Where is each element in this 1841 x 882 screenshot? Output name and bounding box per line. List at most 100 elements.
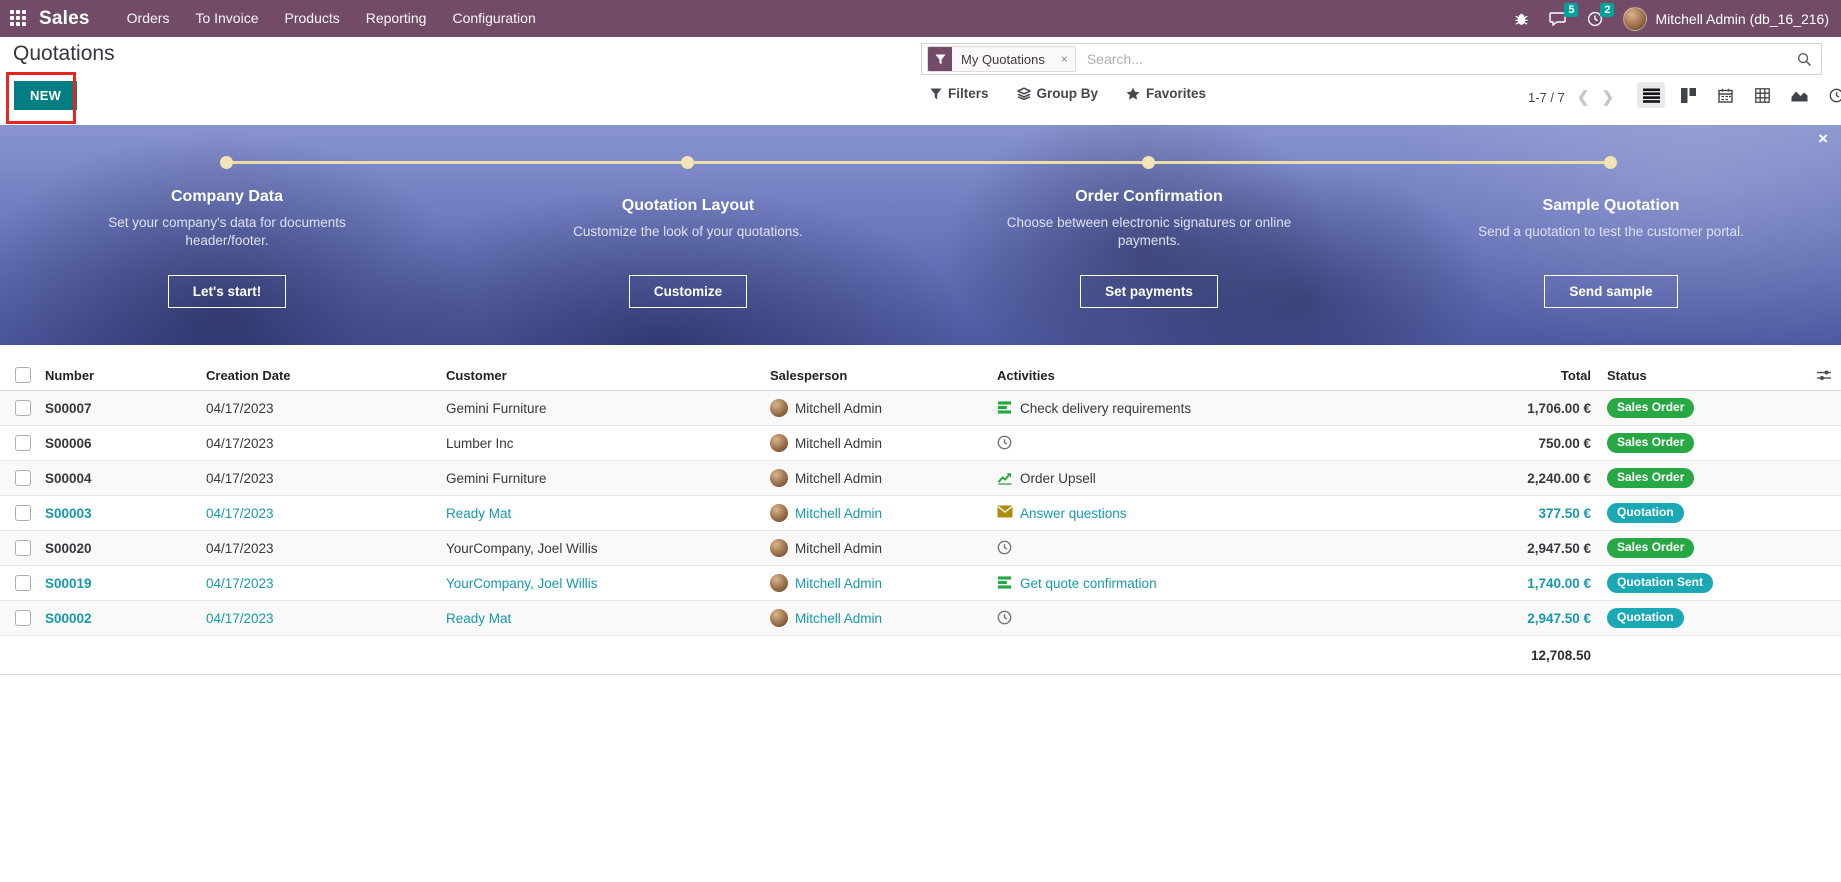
search-bar[interactable]: My Quotations × Search... xyxy=(921,43,1822,75)
messages-count-badge: 5 xyxy=(1564,2,1579,17)
apps-menu-icon[interactable] xyxy=(10,9,28,28)
cell-total: 2,947.50 € xyxy=(1527,610,1591,626)
cell-activities[interactable] xyxy=(997,540,1441,556)
banner-close-icon[interactable]: × xyxy=(1818,129,1828,148)
row-checkbox[interactable] xyxy=(14,575,31,591)
clock-activity-icon[interactable] xyxy=(997,435,1013,451)
table-row[interactable]: S00020 04/17/2023 YourCompany, Joel Will… xyxy=(0,531,1841,566)
pager-previous-icon[interactable]: ❮ xyxy=(1576,89,1590,106)
search-facet: My Quotations × xyxy=(927,46,1076,72)
cell-activities[interactable]: Order Upsell xyxy=(997,470,1441,486)
download-icon[interactable] xyxy=(58,86,73,101)
nav-item-products[interactable]: Products xyxy=(284,10,340,26)
control-panel: Quotations NEW My Quotations × Search...… xyxy=(0,37,1841,125)
row-checkbox[interactable] xyxy=(14,540,31,556)
step-action-button[interactable]: Customize xyxy=(628,275,748,308)
table-row[interactable]: S00007 04/17/2023 Gemini Furniture Mitch… xyxy=(0,391,1841,426)
timeline-dot xyxy=(1604,156,1617,169)
view-list-icon[interactable] xyxy=(1637,82,1665,108)
search-input[interactable]: Search... xyxy=(1086,51,1143,67)
row-checkbox[interactable] xyxy=(14,435,31,451)
page-title: Quotations xyxy=(13,42,115,65)
optional-columns-icon[interactable] xyxy=(1807,369,1841,382)
activities-count-badge: 2 xyxy=(1600,2,1615,17)
salesperson-avatar xyxy=(770,469,788,487)
table-row[interactable]: S00003 04/17/2023 Ready Mat Mitchell Adm… xyxy=(0,496,1841,531)
activities-clock-icon[interactable]: 2 xyxy=(1587,2,1615,27)
salesperson-avatar xyxy=(770,504,788,522)
cell-total: 377.50 € xyxy=(1538,505,1591,521)
status-badge: Quotation xyxy=(1607,503,1684,523)
cell-activities[interactable] xyxy=(997,435,1441,451)
view-pivot-icon[interactable] xyxy=(1748,82,1776,108)
cell-activities[interactable]: Get quote confirmation xyxy=(997,575,1441,591)
cell-number: S00007 xyxy=(45,400,92,416)
clock-activity-icon[interactable] xyxy=(997,610,1013,626)
cell-activities[interactable]: Answer questions xyxy=(997,505,1441,521)
table-header: Number Creation Date Customer Salesperso… xyxy=(0,360,1841,391)
cell-number: S00020 xyxy=(45,540,92,556)
group-by-button[interactable]: Group By xyxy=(1016,86,1098,101)
new-button[interactable]: NEW xyxy=(14,81,78,110)
facet-remove-icon[interactable]: × xyxy=(1053,47,1075,71)
step-action-button[interactable]: Set payments xyxy=(1080,275,1218,308)
user-menu[interactable]: Mitchell Admin (db_16_216) xyxy=(1623,6,1829,31)
row-checkbox[interactable] xyxy=(14,470,31,486)
header-number[interactable]: Number xyxy=(45,367,95,383)
row-checkbox[interactable] xyxy=(14,610,31,626)
clock-activity-icon[interactable] xyxy=(997,540,1013,556)
search-icon[interactable] xyxy=(1797,52,1812,67)
cell-total: 750.00 € xyxy=(1538,435,1591,451)
cell-creation-date: 04/17/2023 xyxy=(206,540,274,556)
app-name[interactable]: Sales xyxy=(39,7,90,29)
view-activity-icon[interactable] xyxy=(1822,82,1841,108)
row-checkbox[interactable] xyxy=(14,505,31,521)
view-graph-icon[interactable] xyxy=(1785,82,1813,108)
cell-activities[interactable] xyxy=(997,610,1441,626)
status-badge: Sales Order xyxy=(1607,398,1695,418)
cell-creation-date: 04/17/2023 xyxy=(206,610,274,626)
table-row[interactable]: S00002 04/17/2023 Ready Mat Mitchell Adm… xyxy=(0,601,1841,636)
nav-item-orders[interactable]: Orders xyxy=(126,10,170,26)
table-row[interactable]: S00006 04/17/2023 Lumber Inc Mitchell Ad… xyxy=(0,426,1841,461)
step-action-button[interactable]: Send sample xyxy=(1544,275,1678,308)
step-description: Customize the look of your quotations. xyxy=(573,224,803,240)
table-row[interactable]: S00004 04/17/2023 Gemini Furniture Mitch… xyxy=(0,461,1841,496)
nav-item-to-invoice[interactable]: To Invoice xyxy=(195,10,259,26)
messages-icon[interactable]: 5 xyxy=(1549,2,1579,27)
debug-bug-icon[interactable] xyxy=(1514,11,1529,26)
header-activities[interactable]: Activities xyxy=(997,367,1055,383)
pager-next-icon[interactable]: ❯ xyxy=(1601,89,1615,106)
view-calendar-icon[interactable] xyxy=(1711,82,1739,108)
step-action-button[interactable]: Let's start! xyxy=(167,275,287,308)
pager-range: 1-7 / 7 xyxy=(1528,89,1565,105)
table-row[interactable]: S00019 04/17/2023 YourCompany, Joel Will… xyxy=(0,566,1841,601)
step-title: Sample Quotation xyxy=(1542,197,1680,215)
favorites-button[interactable]: Favorites xyxy=(1126,86,1206,101)
header-salesperson[interactable]: Salesperson xyxy=(770,367,848,383)
header-creation-date[interactable]: Creation Date xyxy=(206,367,291,383)
nav-item-reporting[interactable]: Reporting xyxy=(365,10,427,26)
onboarding-step: Order Confirmation Choose between electr… xyxy=(969,177,1329,308)
filters-button[interactable]: Filters xyxy=(930,86,989,101)
cell-creation-date: 04/17/2023 xyxy=(206,505,274,521)
task-list-activity-icon[interactable] xyxy=(997,400,1013,416)
cell-customer: Lumber Inc xyxy=(446,435,514,451)
cell-number: S00019 xyxy=(45,575,92,591)
select-all-checkbox[interactable] xyxy=(14,367,31,383)
task-list-activity-icon[interactable] xyxy=(997,575,1013,591)
cell-total: 1,706.00 € xyxy=(1527,400,1591,416)
header-total[interactable]: Total xyxy=(1560,367,1591,383)
header-customer[interactable]: Customer xyxy=(446,367,507,383)
envelope-activity-icon[interactable] xyxy=(997,505,1013,521)
view-kanban-icon[interactable] xyxy=(1674,82,1702,108)
cell-total: 1,740.00 € xyxy=(1527,575,1591,591)
top-navbar: Sales Orders To Invoice Products Reporting C… xyxy=(0,0,1841,37)
step-title: Order Confirmation xyxy=(1075,188,1223,206)
cell-activities[interactable]: Check delivery requirements xyxy=(997,400,1441,416)
nav-item-configuration[interactable]: Configuration xyxy=(452,10,536,26)
row-checkbox[interactable] xyxy=(14,400,31,416)
chart-activity-icon[interactable] xyxy=(997,470,1013,486)
salesperson-avatar xyxy=(770,574,788,592)
header-status[interactable]: Status xyxy=(1607,367,1647,383)
